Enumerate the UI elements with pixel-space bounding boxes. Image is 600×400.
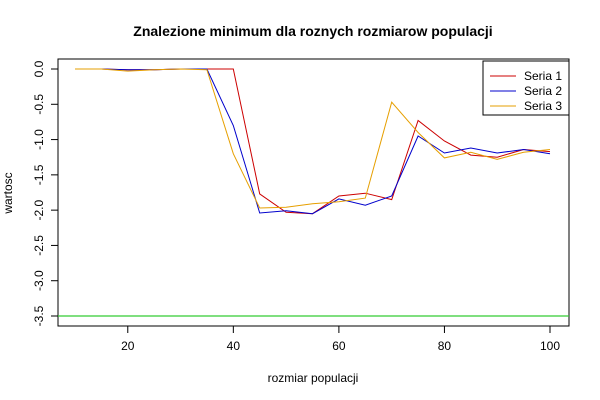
- x-axis-label: rozmiar populacji: [268, 371, 359, 385]
- y-tick-label: -2.5: [32, 235, 46, 256]
- legend-label-2: Seria 2: [524, 84, 562, 98]
- series-line-1: [75, 68, 551, 215]
- plot-area-frame: [57, 58, 570, 327]
- y-axis-label: wartosc: [1, 172, 15, 214]
- y-tick-label: -1.0: [32, 129, 46, 150]
- x-tick-label: 100: [540, 339, 560, 353]
- x-axis: 20 40 60 80 100: [121, 326, 560, 353]
- series-line-3: [75, 68, 551, 209]
- series-layer: [75, 68, 551, 215]
- series-line-2: [75, 68, 551, 215]
- y-tick-label: -3.5: [32, 305, 46, 326]
- y-tick-label: -2.0: [32, 199, 46, 220]
- y-tick-label: 0.0: [32, 60, 46, 77]
- y-axis: 0.0 -0.5 -1.0 -1.5 -2.0 -2.5 -3.0 -3.5: [32, 60, 58, 326]
- y-tick-label: -1.5: [32, 164, 46, 185]
- x-tick-label: 80: [438, 339, 452, 353]
- legend-label-3: Seria 3: [524, 99, 562, 113]
- x-tick-label: 20: [121, 339, 135, 353]
- y-tick-label: -3.0: [32, 270, 46, 291]
- x-tick-label: 60: [332, 339, 346, 353]
- legend-label-1: Seria 1: [524, 69, 562, 83]
- y-tick-label: -0.5: [32, 94, 46, 115]
- chart-title: Znalezione minimum dla roznych rozmiarow…: [133, 23, 492, 39]
- x-tick-label: 40: [227, 339, 241, 353]
